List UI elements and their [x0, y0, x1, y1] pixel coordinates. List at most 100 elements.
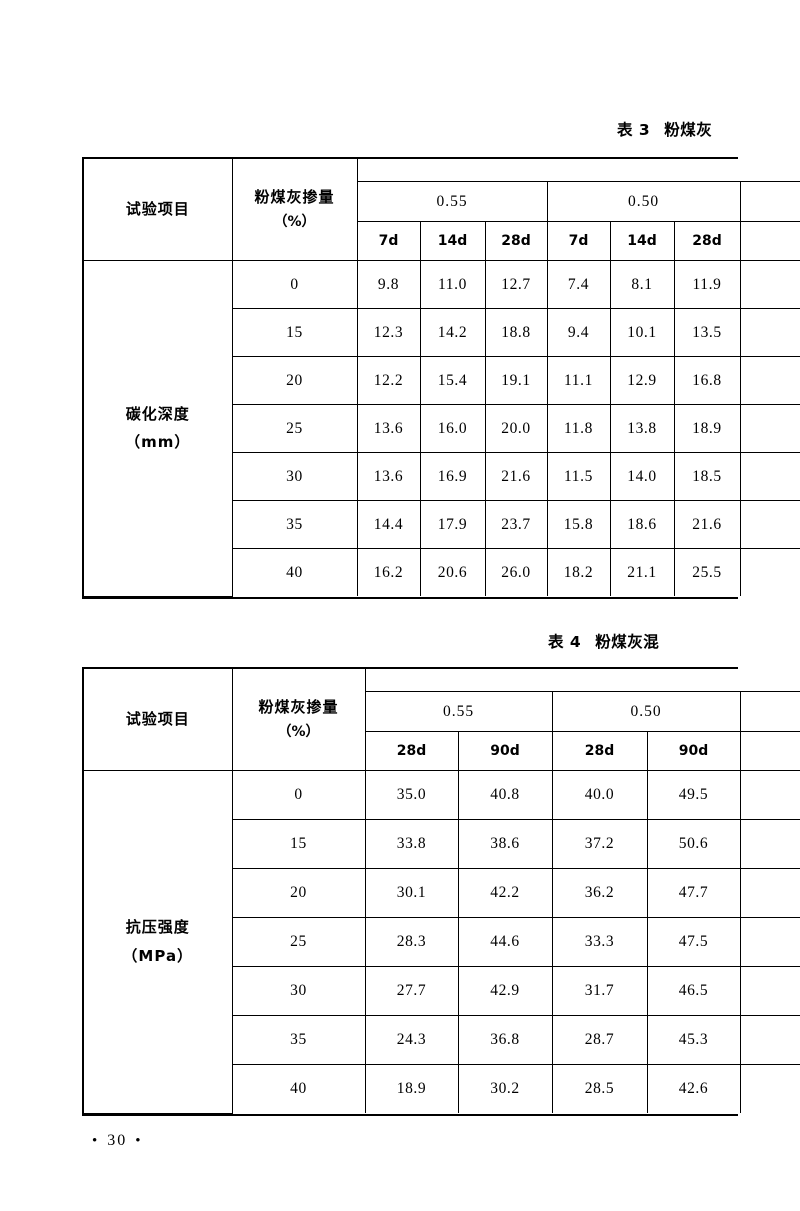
table-3-cell-2-3: 11.1 [547, 356, 611, 405]
table-4-cell-2-1: 42.2 [458, 868, 553, 918]
table-3-dosage-0: 0 [232, 260, 358, 309]
table-3-cell-4-1: 16.9 [420, 452, 486, 501]
table-3-cell-4-5: 18.5 [674, 452, 741, 501]
table-3-cell-6-2: 26.0 [485, 548, 548, 596]
table-3-caption-number: 表 3 [617, 121, 651, 139]
table-4-cell-1-0: 33.8 [365, 819, 459, 869]
table-4-cell-2-3: 47.7 [647, 868, 741, 918]
table-row: 35 14.4 17.9 23.7 15.8 18.6 21.6 [84, 500, 800, 549]
table-3-cell-0-4: 8.1 [610, 260, 675, 309]
table-3-cell-3-0: 13.6 [357, 404, 421, 453]
table-row: 碳化深度 （mm） 0 9.8 11.0 12.7 7.4 8.1 11.9 [84, 260, 800, 597]
table-4-age-header-row: 28d 90d 28d 90d [84, 731, 800, 771]
table-3-group-1: 0.50 [547, 181, 741, 222]
table-4-age-3: 90d [647, 731, 741, 771]
table-3-cell-0-0: 9.8 [357, 260, 421, 309]
table-3-cell-5-overflow [740, 500, 800, 549]
table-3-cell-0-2: 12.7 [485, 260, 548, 309]
table-3-cell-6-4: 21.1 [610, 548, 675, 596]
table-3-age-header-row: 7d 14d 28d 7d 14d 28d [84, 221, 800, 261]
table-3-caption-text: 粉煤灰 [664, 121, 713, 139]
table-row: 40 18.9 30.2 28.5 42.6 [84, 1064, 800, 1113]
table-3-cell-2-5: 16.8 [674, 356, 741, 405]
table-4-dosage-2: 20 [232, 868, 366, 918]
table-4-cell-3-0: 28.3 [365, 917, 459, 967]
table-3-superheader-row: 试验项目 粉煤灰掺量 （%） [84, 159, 800, 261]
table-row: 25 28.3 44.6 33.3 47.5 [84, 917, 800, 967]
table-row: 15 12.3 14.2 18.8 9.4 10.1 13.5 [84, 308, 800, 357]
table-row: 20 30.1 42.2 36.2 47.7 [84, 868, 800, 918]
table-4-supergroup-blank [365, 669, 800, 692]
table-3-row-label: 碳化深度 （mm） [84, 260, 233, 597]
table-3-cell-4-3: 11.5 [547, 452, 611, 501]
table-4-cell-5-1: 36.8 [458, 1015, 553, 1065]
table-4-dosage-4: 30 [232, 966, 366, 1016]
table-3-cell-4-4: 14.0 [610, 452, 675, 501]
table-4-dosage-header: 粉煤灰掺量 （%） [232, 669, 366, 771]
table-4-grid: 试验项目 粉煤灰掺量 （%） 0.55 0.50 [84, 669, 800, 1114]
table-3-cell-1-overflow [740, 308, 800, 357]
table-row: 15 33.8 38.6 37.2 50.6 [84, 819, 800, 869]
table-3-cell-0-1: 11.0 [420, 260, 486, 309]
table-3-cell-4-2: 21.6 [485, 452, 548, 501]
table-3-cell-1-4: 10.1 [610, 308, 675, 357]
table-4-cell-0-2: 40.0 [552, 770, 648, 820]
table-4-cell-3-overflow [740, 917, 800, 967]
table-3-supergroup-blank [357, 159, 800, 182]
folio-left-mark: • [92, 1133, 100, 1149]
table-4-cell-1-overflow [740, 819, 800, 869]
table-3-cell-3-1: 16.0 [420, 404, 486, 453]
table-3-cell-2-0: 12.2 [357, 356, 421, 405]
table-3-grid: 试验项目 粉煤灰掺量 （%） 0.55 0.50 [84, 159, 800, 597]
table-4-cell-5-overflow [740, 1015, 800, 1065]
table-4-row-label: 抗压强度 （MPa） [84, 770, 233, 1114]
table-4-group-1: 0.50 [552, 691, 741, 732]
table-3-dosage-1: 15 [232, 308, 358, 357]
table-3-cell-2-overflow [740, 356, 800, 405]
table-3-group-overflow [740, 181, 800, 222]
table-row: 20 12.2 15.4 19.1 11.1 12.9 16.8 [84, 356, 800, 405]
table-4-cell-3-1: 44.6 [458, 917, 553, 967]
table-4-cell-6-overflow [740, 1064, 800, 1113]
table-4-cell-2-overflow [740, 868, 800, 918]
table-4-dosage-6: 40 [232, 1064, 366, 1113]
table-3-cell-5-2: 23.7 [485, 500, 548, 549]
table-4-caption: 表 4 粉煤灰混 [548, 630, 659, 652]
table-row: 30 13.6 16.9 21.6 11.5 14.0 18.5 [84, 452, 800, 501]
table-3-age-3: 7d [547, 221, 611, 261]
page-folio: • 30 • [92, 1132, 143, 1150]
table-4-caption-text: 粉煤灰混 [595, 633, 660, 651]
table-3: 试验项目 粉煤灰掺量 （%） 0.55 0.50 [82, 157, 800, 599]
table-4: 试验项目 粉煤灰掺量 （%） 0.55 0.50 [82, 667, 800, 1116]
table-4-cell-0-overflow [740, 770, 800, 820]
table-4-cell-4-overflow [740, 966, 800, 1016]
table-3-cell-0-overflow [740, 260, 800, 309]
table-3-cell-1-1: 14.2 [420, 308, 486, 357]
table-3-group-0: 0.55 [357, 181, 548, 222]
table-3-cell-6-0: 16.2 [357, 548, 421, 596]
table-3-age-4: 14d [610, 221, 675, 261]
table-3-dosage-2: 20 [232, 356, 358, 405]
table-4-cell-5-0: 24.3 [365, 1015, 459, 1065]
table-4-cell-3-3: 47.5 [647, 917, 741, 967]
table-3-dosage-5: 35 [232, 500, 358, 549]
table-4-group-0: 0.55 [365, 691, 553, 732]
folio-right-mark: • [135, 1133, 143, 1149]
table-4-dosage-3: 25 [232, 917, 366, 967]
table-3-cell-3-5: 18.9 [674, 404, 741, 453]
table-4-dosage-0: 0 [232, 770, 366, 820]
table-3-cell-5-5: 21.6 [674, 500, 741, 549]
table-3-dosage-header: 粉煤灰掺量 （%） [232, 159, 358, 261]
table-3-dosage-4: 30 [232, 452, 358, 501]
table-4-cell-4-2: 31.7 [552, 966, 648, 1016]
table-4-cell-5-2: 28.7 [552, 1015, 648, 1065]
table-3-age-0: 7d [357, 221, 421, 261]
table-3-dosage-6: 40 [232, 548, 358, 596]
table-4-cell-6-3: 42.6 [647, 1064, 741, 1113]
table-3-cell-1-2: 18.8 [485, 308, 548, 357]
table-4-age-0: 28d [365, 731, 459, 771]
table-4-dosage-1: 15 [232, 819, 366, 869]
table-3-cell-2-4: 12.9 [610, 356, 675, 405]
table-3-cell-5-4: 18.6 [610, 500, 675, 549]
